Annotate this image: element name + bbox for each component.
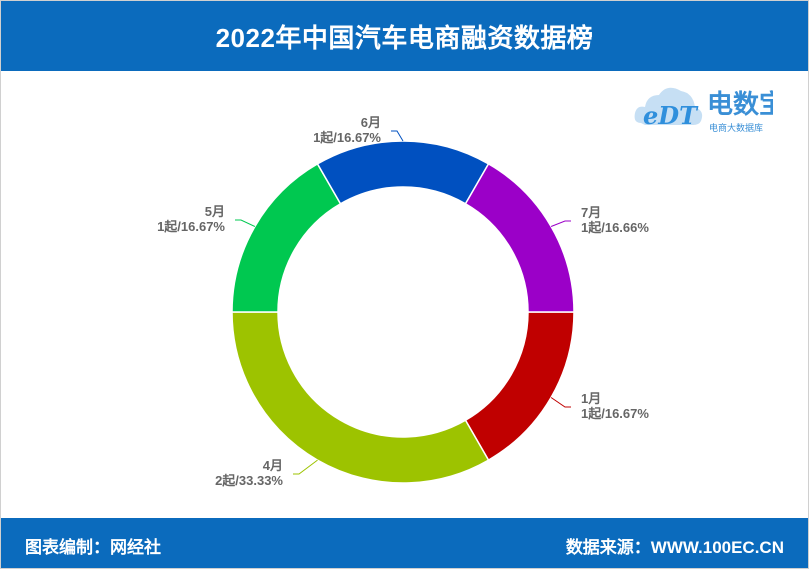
- footer-bar: 图表编制：网经社 数据来源：WWW.100EC.CN: [1, 518, 808, 568]
- footer-compiler: 图表编制：网经社: [25, 538, 161, 557]
- leader-line-2: [293, 459, 318, 475]
- logo-mark: eDT: [643, 101, 699, 130]
- logo-name: 电数宝: [707, 89, 773, 120]
- cloud-icon: [634, 87, 703, 125]
- chart-area: 1月 1起/16.67% 4月 2起/33.33% 5月 1起/16.67% 6月 1起/16…: [1, 71, 808, 518]
- slice-3: [231, 162, 342, 313]
- slice-4: [316, 140, 490, 205]
- slice-5: [464, 162, 575, 313]
- page-title: 2022年中国汽车电商融资数据榜: [215, 22, 594, 53]
- slice-label-month: 4月: [263, 458, 283, 473]
- slice-label-value: 1起/16.67%: [157, 219, 225, 234]
- logo-tagline: 电商大数据库: [709, 122, 763, 134]
- leader-line-4: [391, 130, 404, 142]
- logo-graphic: eDT 电数宝 电商大数据库: [634, 87, 785, 134]
- slice-label-value: 1起/16.67%: [313, 130, 381, 145]
- slice-label-month: 1月: [581, 391, 601, 406]
- slice-1: [464, 311, 575, 462]
- slice-label-value: 1起/16.66%: [581, 220, 649, 235]
- donut-chart: 1月1起/16.67%4月2起/33.33%5月1起/16.67%6月1起/16…: [157, 115, 649, 488]
- slice-label-value: 1起/16.67%: [581, 406, 649, 421]
- edt-logo: eDT 电数宝 电商大数据库: [633, 77, 785, 141]
- slice-label-month: 5月: [205, 204, 225, 219]
- slice-label-value: 2起/33.33%: [215, 473, 283, 488]
- slice-label-month: 7月: [581, 205, 601, 220]
- title-bar: 2022年中国汽车电商融资数据榜: [1, 1, 808, 71]
- footer-source: 数据来源：WWW.100EC.CN: [565, 538, 784, 557]
- leader-line-5: [550, 220, 571, 227]
- slice-label-month: 6月: [361, 115, 381, 130]
- leader-line-3: [235, 219, 256, 227]
- leader-line-1: [550, 397, 571, 408]
